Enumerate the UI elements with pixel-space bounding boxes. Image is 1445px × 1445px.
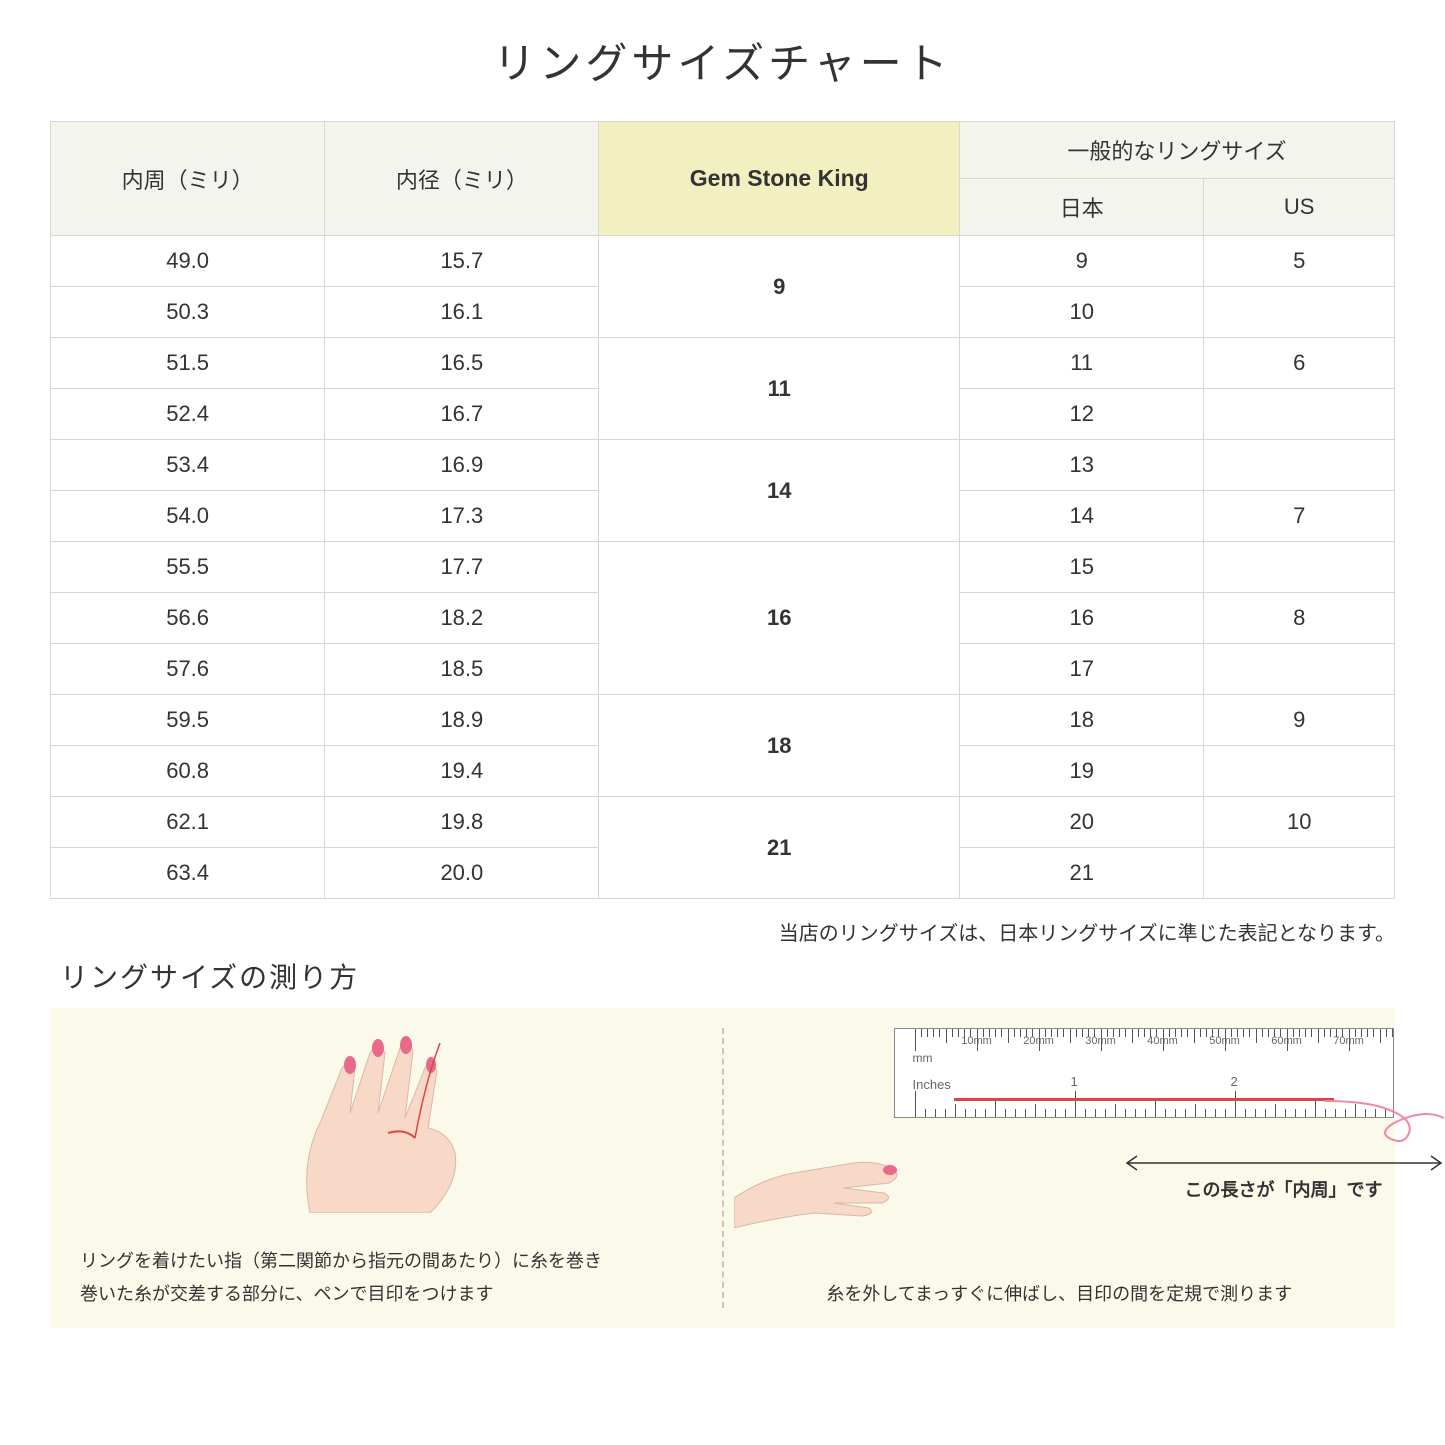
cell-japan: 16 bbox=[960, 593, 1204, 644]
cell-us: 7 bbox=[1204, 491, 1395, 542]
cell-japan: 17 bbox=[960, 644, 1204, 695]
table-row: 49.015.7995 bbox=[51, 236, 1395, 287]
cell-us: 5 bbox=[1204, 236, 1395, 287]
table-note: 当店のリングサイズは、日本リングサイズに準じた表記となります。 bbox=[50, 917, 1395, 946]
inch-mark-label: 1 bbox=[1071, 1074, 1078, 1089]
cell-gsk: 9 bbox=[599, 236, 960, 338]
cell-circumference: 55.5 bbox=[51, 542, 325, 593]
cell-circumference: 63.4 bbox=[51, 848, 325, 899]
header-general-group: 一般的なリングサイズ bbox=[960, 122, 1395, 179]
length-arrow bbox=[1119, 1153, 1445, 1173]
table-row: 62.119.8212010 bbox=[51, 797, 1395, 848]
hand-left-illustration bbox=[250, 1013, 510, 1213]
left-caption-line2: 巻いた糸が交差する部分に、ペンで目印をつけます bbox=[80, 1278, 692, 1310]
cell-japan: 12 bbox=[960, 389, 1204, 440]
cell-diameter: 18.2 bbox=[325, 593, 599, 644]
measure-panel: リングを着けたい指（第二関節から指元の間あたり）に糸を巻き 巻いた糸が交差する部… bbox=[50, 1008, 1395, 1328]
header-gsk: Gem Stone King bbox=[599, 122, 960, 236]
cell-diameter: 17.7 bbox=[325, 542, 599, 593]
cell-us bbox=[1204, 440, 1395, 491]
cell-us: 9 bbox=[1204, 695, 1395, 746]
header-diameter: 内径（ミリ） bbox=[325, 122, 599, 236]
cell-diameter: 18.9 bbox=[325, 695, 599, 746]
cell-diameter: 19.8 bbox=[325, 797, 599, 848]
cell-circumference: 60.8 bbox=[51, 746, 325, 797]
cell-diameter: 16.9 bbox=[325, 440, 599, 491]
cell-gsk: 21 bbox=[599, 797, 960, 899]
cell-us: 6 bbox=[1204, 338, 1395, 389]
cell-diameter: 16.1 bbox=[325, 287, 599, 338]
cell-circumference: 62.1 bbox=[51, 797, 325, 848]
cell-japan: 9 bbox=[960, 236, 1204, 287]
cell-us bbox=[1204, 287, 1395, 338]
cell-japan: 21 bbox=[960, 848, 1204, 899]
arrow-label: この長さが「内周」です bbox=[1119, 1176, 1445, 1202]
cell-gsk: 16 bbox=[599, 542, 960, 695]
cell-japan: 10 bbox=[960, 287, 1204, 338]
size-chart-table: 内周（ミリ） 内径（ミリ） Gem Stone King 一般的なリングサイズ … bbox=[50, 121, 1395, 899]
right-caption: 糸を外してまっすぐに伸ばし、目印の間を定規で測ります bbox=[744, 1278, 1376, 1310]
measure-left: リングを着けたい指（第二関節から指元の間あたり）に糸を巻き 巻いた糸が交差する部… bbox=[50, 1008, 722, 1328]
thread-line bbox=[954, 1098, 1334, 1101]
hand-right-illustration bbox=[734, 1108, 914, 1228]
cell-japan: 18 bbox=[960, 695, 1204, 746]
cell-circumference: 56.6 bbox=[51, 593, 325, 644]
cell-circumference: 49.0 bbox=[51, 236, 325, 287]
header-japan: 日本 bbox=[960, 179, 1204, 236]
inch-mark-label: 2 bbox=[1231, 1074, 1238, 1089]
table-row: 51.516.511116 bbox=[51, 338, 1395, 389]
cell-circumference: 53.4 bbox=[51, 440, 325, 491]
cell-gsk: 18 bbox=[599, 695, 960, 797]
cell-circumference: 54.0 bbox=[51, 491, 325, 542]
cell-us bbox=[1204, 389, 1395, 440]
table-row: 53.416.91413 bbox=[51, 440, 1395, 491]
left-caption: リングを着けたい指（第二関節から指元の間あたり）に糸を巻き 巻いた糸が交差する部… bbox=[80, 1245, 692, 1310]
cell-japan: 15 bbox=[960, 542, 1204, 593]
cell-us: 8 bbox=[1204, 593, 1395, 644]
ruler-wrap: 10mm20mm30mm40mm50mm60mm70mm mm Inches 1… bbox=[894, 1028, 1394, 1118]
cell-gsk: 11 bbox=[599, 338, 960, 440]
cell-us bbox=[1204, 644, 1395, 695]
table-row: 59.518.918189 bbox=[51, 695, 1395, 746]
cell-diameter: 16.7 bbox=[325, 389, 599, 440]
cell-us bbox=[1204, 746, 1395, 797]
cell-circumference: 50.3 bbox=[51, 287, 325, 338]
page-title: リングサイズチャート bbox=[50, 30, 1395, 91]
thread-curl bbox=[1324, 1068, 1444, 1148]
cell-circumference: 52.4 bbox=[51, 389, 325, 440]
cell-gsk: 14 bbox=[599, 440, 960, 542]
cell-circumference: 51.5 bbox=[51, 338, 325, 389]
cell-japan: 20 bbox=[960, 797, 1204, 848]
cell-us bbox=[1204, 848, 1395, 899]
measure-right: 10mm20mm30mm40mm50mm60mm70mm mm Inches 1… bbox=[724, 1008, 1396, 1328]
cell-circumference: 57.6 bbox=[51, 644, 325, 695]
cell-diameter: 15.7 bbox=[325, 236, 599, 287]
measure-title: リングサイズの測り方 bbox=[60, 956, 1395, 996]
ruler: 10mm20mm30mm40mm50mm60mm70mm mm Inches 1… bbox=[894, 1028, 1394, 1118]
table-row: 55.517.71615 bbox=[51, 542, 1395, 593]
cell-circumference: 59.5 bbox=[51, 695, 325, 746]
cell-japan: 14 bbox=[960, 491, 1204, 542]
cell-diameter: 19.4 bbox=[325, 746, 599, 797]
cell-us bbox=[1204, 542, 1395, 593]
cell-diameter: 16.5 bbox=[325, 338, 599, 389]
cell-japan: 19 bbox=[960, 746, 1204, 797]
left-caption-line1: リングを着けたい指（第二関節から指元の間あたり）に糸を巻き bbox=[80, 1245, 692, 1277]
cell-japan: 11 bbox=[960, 338, 1204, 389]
cell-japan: 13 bbox=[960, 440, 1204, 491]
header-circumference: 内周（ミリ） bbox=[51, 122, 325, 236]
cell-diameter: 20.0 bbox=[325, 848, 599, 899]
cell-diameter: 17.3 bbox=[325, 491, 599, 542]
header-us: US bbox=[1204, 179, 1395, 236]
cell-diameter: 18.5 bbox=[325, 644, 599, 695]
cell-us: 10 bbox=[1204, 797, 1395, 848]
